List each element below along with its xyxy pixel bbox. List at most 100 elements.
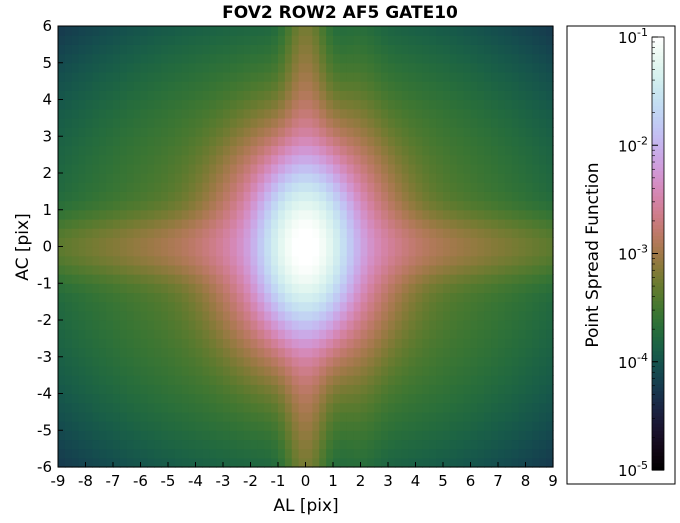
heatmap-cell bbox=[154, 375, 162, 385]
heatmap-cell bbox=[291, 154, 300, 165]
heatmap-cell bbox=[209, 136, 217, 147]
heatmap-cell bbox=[202, 200, 210, 211]
heatmap-cell bbox=[511, 154, 520, 165]
heatmap-cell bbox=[78, 421, 87, 431]
heatmap-cell bbox=[367, 117, 375, 128]
heatmap-cell bbox=[216, 347, 224, 358]
heatmap-cell bbox=[243, 320, 252, 330]
heatmap-cell bbox=[305, 90, 313, 101]
colorbar-segment bbox=[652, 271, 664, 276]
heatmap-cell bbox=[339, 163, 348, 174]
heatmap-cell bbox=[353, 310, 362, 321]
heatmap-cell bbox=[388, 26, 396, 36]
heatmap-cell bbox=[484, 117, 492, 128]
heatmap-cell bbox=[532, 182, 540, 192]
heatmap-cell bbox=[491, 53, 499, 64]
heatmap-cell bbox=[99, 191, 107, 202]
heatmap-cell bbox=[168, 26, 176, 36]
heatmap-cell bbox=[291, 393, 300, 404]
heatmap-cell bbox=[498, 457, 506, 468]
heatmap-cell bbox=[388, 35, 396, 45]
heatmap-cell bbox=[339, 145, 348, 156]
heatmap-cell bbox=[511, 44, 520, 55]
heatmap-cell bbox=[140, 283, 148, 294]
heatmap-cell bbox=[92, 145, 100, 156]
heatmap-cell bbox=[498, 246, 506, 257]
heatmap-cell bbox=[449, 338, 458, 349]
heatmap-cell bbox=[168, 127, 176, 137]
heatmap-cell bbox=[525, 99, 533, 110]
heatmap-cell bbox=[511, 218, 520, 229]
heatmap-cell bbox=[388, 108, 396, 119]
heatmap-cell bbox=[264, 108, 272, 119]
heatmap-cell bbox=[408, 375, 417, 385]
heatmap-cell bbox=[168, 246, 176, 257]
heatmap-cell bbox=[140, 448, 148, 459]
heatmap-cell bbox=[154, 457, 162, 468]
heatmap-cell bbox=[449, 246, 458, 257]
heatmap-cell bbox=[388, 145, 396, 156]
heatmap-cell bbox=[429, 99, 437, 110]
heatmap-cell bbox=[278, 182, 286, 192]
heatmap-cell bbox=[202, 44, 210, 55]
heatmap-cell bbox=[209, 283, 217, 294]
heatmap-cell bbox=[443, 53, 451, 64]
heatmap-cell bbox=[106, 44, 114, 55]
heatmap-cell bbox=[174, 200, 183, 211]
heatmap-cell bbox=[449, 439, 458, 450]
heatmap-cell bbox=[140, 393, 148, 404]
heatmap-cell bbox=[236, 26, 245, 36]
heatmap-cell bbox=[491, 402, 499, 413]
heatmap-cell bbox=[243, 117, 252, 128]
heatmap-cell bbox=[498, 255, 506, 266]
heatmap-cell bbox=[484, 246, 492, 257]
heatmap-cell bbox=[147, 136, 155, 147]
heatmap-cell bbox=[353, 246, 362, 257]
heatmap-cell bbox=[133, 145, 142, 156]
heatmap-cell bbox=[339, 448, 348, 459]
heatmap-cell bbox=[243, 356, 252, 367]
heatmap-cell bbox=[312, 35, 320, 45]
heatmap-cell bbox=[353, 163, 362, 174]
heatmap-cell bbox=[154, 421, 162, 431]
heatmap-cell bbox=[394, 127, 403, 137]
heatmap-cell bbox=[243, 62, 252, 73]
colorbar-segment bbox=[652, 213, 664, 219]
heatmap-cell bbox=[64, 163, 73, 174]
heatmap-cell bbox=[78, 448, 87, 459]
heatmap-cell bbox=[539, 255, 547, 266]
heatmap-cell bbox=[498, 35, 506, 45]
heatmap-cell bbox=[477, 99, 485, 110]
heatmap-cell bbox=[154, 448, 162, 459]
heatmap-cell bbox=[504, 255, 513, 266]
heatmap-cell bbox=[319, 145, 327, 156]
heatmap-cell bbox=[78, 163, 87, 174]
heatmap-cell bbox=[58, 44, 66, 55]
heatmap-cell bbox=[284, 255, 293, 266]
heatmap-cell bbox=[436, 127, 444, 137]
heatmap-cell bbox=[525, 127, 533, 137]
heatmap-cell bbox=[532, 62, 540, 73]
heatmap-cell bbox=[401, 356, 410, 367]
heatmap-cell bbox=[119, 62, 128, 73]
heatmap-cell bbox=[436, 365, 444, 376]
heatmap-cell bbox=[140, 430, 148, 441]
colorbar-segment bbox=[652, 257, 664, 262]
heatmap-cell bbox=[298, 71, 307, 82]
heatmap-cell bbox=[443, 402, 451, 413]
heatmap-cell bbox=[119, 384, 128, 395]
heatmap-cell bbox=[456, 191, 465, 202]
heatmap-cell bbox=[511, 136, 520, 147]
heatmap-cell bbox=[443, 375, 451, 385]
heatmap-cell bbox=[140, 163, 148, 174]
heatmap-cell bbox=[498, 108, 506, 119]
heatmap-cell bbox=[264, 136, 272, 147]
heatmap-cell bbox=[360, 173, 368, 183]
heatmap-cell bbox=[456, 255, 465, 266]
heatmap-cell bbox=[113, 62, 121, 73]
heatmap-cell bbox=[443, 384, 451, 395]
heatmap-cell bbox=[71, 246, 80, 257]
heatmap-cell bbox=[298, 301, 307, 312]
heatmap-cell bbox=[174, 393, 183, 404]
heatmap-cell bbox=[353, 347, 362, 358]
